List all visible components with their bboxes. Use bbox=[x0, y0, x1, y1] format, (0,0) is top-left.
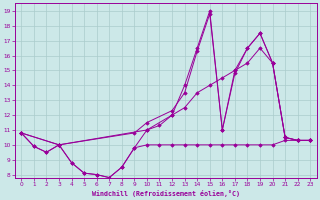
X-axis label: Windchill (Refroidissement éolien,°C): Windchill (Refroidissement éolien,°C) bbox=[92, 190, 240, 197]
